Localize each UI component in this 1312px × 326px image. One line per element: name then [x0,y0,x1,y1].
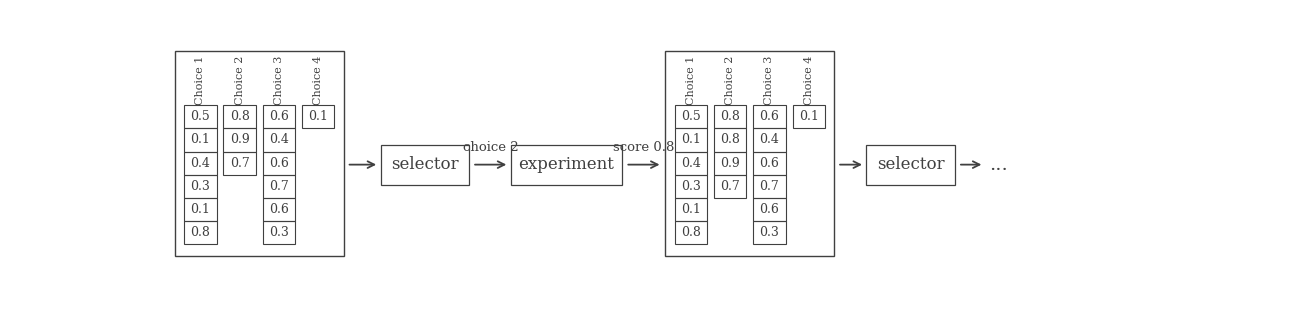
Bar [380,145,470,185]
Text: 0.6: 0.6 [269,111,289,123]
Bar [262,175,295,198]
Bar [184,105,216,128]
Text: 0.8: 0.8 [720,133,740,146]
Bar [714,105,747,128]
Bar [262,105,295,128]
Text: 0.9: 0.9 [720,156,740,170]
Bar [714,175,747,198]
Text: Choice 2: Choice 2 [235,56,244,105]
Text: 0.8: 0.8 [681,226,701,239]
Text: 0.6: 0.6 [760,111,779,123]
Bar [223,128,256,152]
Text: 0.3: 0.3 [760,226,779,239]
Text: score 0.8: score 0.8 [613,141,674,154]
Bar [302,105,335,128]
Text: 0.1: 0.1 [799,111,819,123]
Text: Choice 2: Choice 2 [726,56,735,105]
Bar [184,175,216,198]
Text: 0.8: 0.8 [190,226,210,239]
Text: 0.1: 0.1 [190,203,210,216]
Text: 0.8: 0.8 [230,111,249,123]
Text: 0.4: 0.4 [190,156,210,170]
Bar [665,52,834,256]
Bar [674,175,707,198]
Bar [262,152,295,175]
Bar [753,175,786,198]
Text: 0.5: 0.5 [190,111,210,123]
Text: 0.4: 0.4 [269,133,289,146]
Text: 0.6: 0.6 [760,156,779,170]
Text: experiment: experiment [518,156,614,173]
Bar [223,152,256,175]
Bar [184,128,216,152]
Bar [753,152,786,175]
Text: 0.3: 0.3 [269,226,289,239]
Text: Choice 4: Choice 4 [314,56,323,105]
Bar [674,128,707,152]
Bar [674,221,707,244]
Bar [753,198,786,221]
Bar [714,128,747,152]
Text: selector: selector [391,156,459,173]
Bar [674,152,707,175]
Bar [262,198,295,221]
Bar [753,105,786,128]
Text: selector: selector [876,156,945,173]
Text: Choice 1: Choice 1 [686,56,695,105]
Bar [510,145,622,185]
Bar [753,128,786,152]
Bar [184,152,216,175]
Text: 0.4: 0.4 [681,156,701,170]
Text: 0.8: 0.8 [720,111,740,123]
Text: 0.7: 0.7 [269,180,289,193]
Text: Choice 1: Choice 1 [195,56,206,105]
Bar [262,128,295,152]
Text: 0.6: 0.6 [269,156,289,170]
Bar [184,198,216,221]
Bar [184,221,216,244]
Bar [674,198,707,221]
Text: 0.1: 0.1 [681,203,701,216]
Text: choice 2: choice 2 [463,141,518,154]
Text: 0.3: 0.3 [681,180,701,193]
Bar [866,145,955,185]
Text: 0.6: 0.6 [269,203,289,216]
Bar [174,52,344,256]
Text: 0.3: 0.3 [190,180,210,193]
Text: Choice 3: Choice 3 [765,56,774,105]
Bar [262,221,295,244]
Text: 0.7: 0.7 [230,156,249,170]
Bar [714,152,747,175]
Text: ...: ... [989,156,1008,174]
Text: 0.6: 0.6 [760,203,779,216]
Bar [223,105,256,128]
Text: 0.5: 0.5 [681,111,701,123]
Text: 0.4: 0.4 [760,133,779,146]
Text: Choice 3: Choice 3 [274,56,283,105]
Text: 0.9: 0.9 [230,133,249,146]
Text: 0.1: 0.1 [190,133,210,146]
Text: 0.7: 0.7 [720,180,740,193]
Bar [674,105,707,128]
Text: 0.1: 0.1 [308,111,328,123]
Text: 0.1: 0.1 [681,133,701,146]
Text: Choice 4: Choice 4 [804,56,813,105]
Text: 0.7: 0.7 [760,180,779,193]
Bar [792,105,825,128]
Bar [753,221,786,244]
